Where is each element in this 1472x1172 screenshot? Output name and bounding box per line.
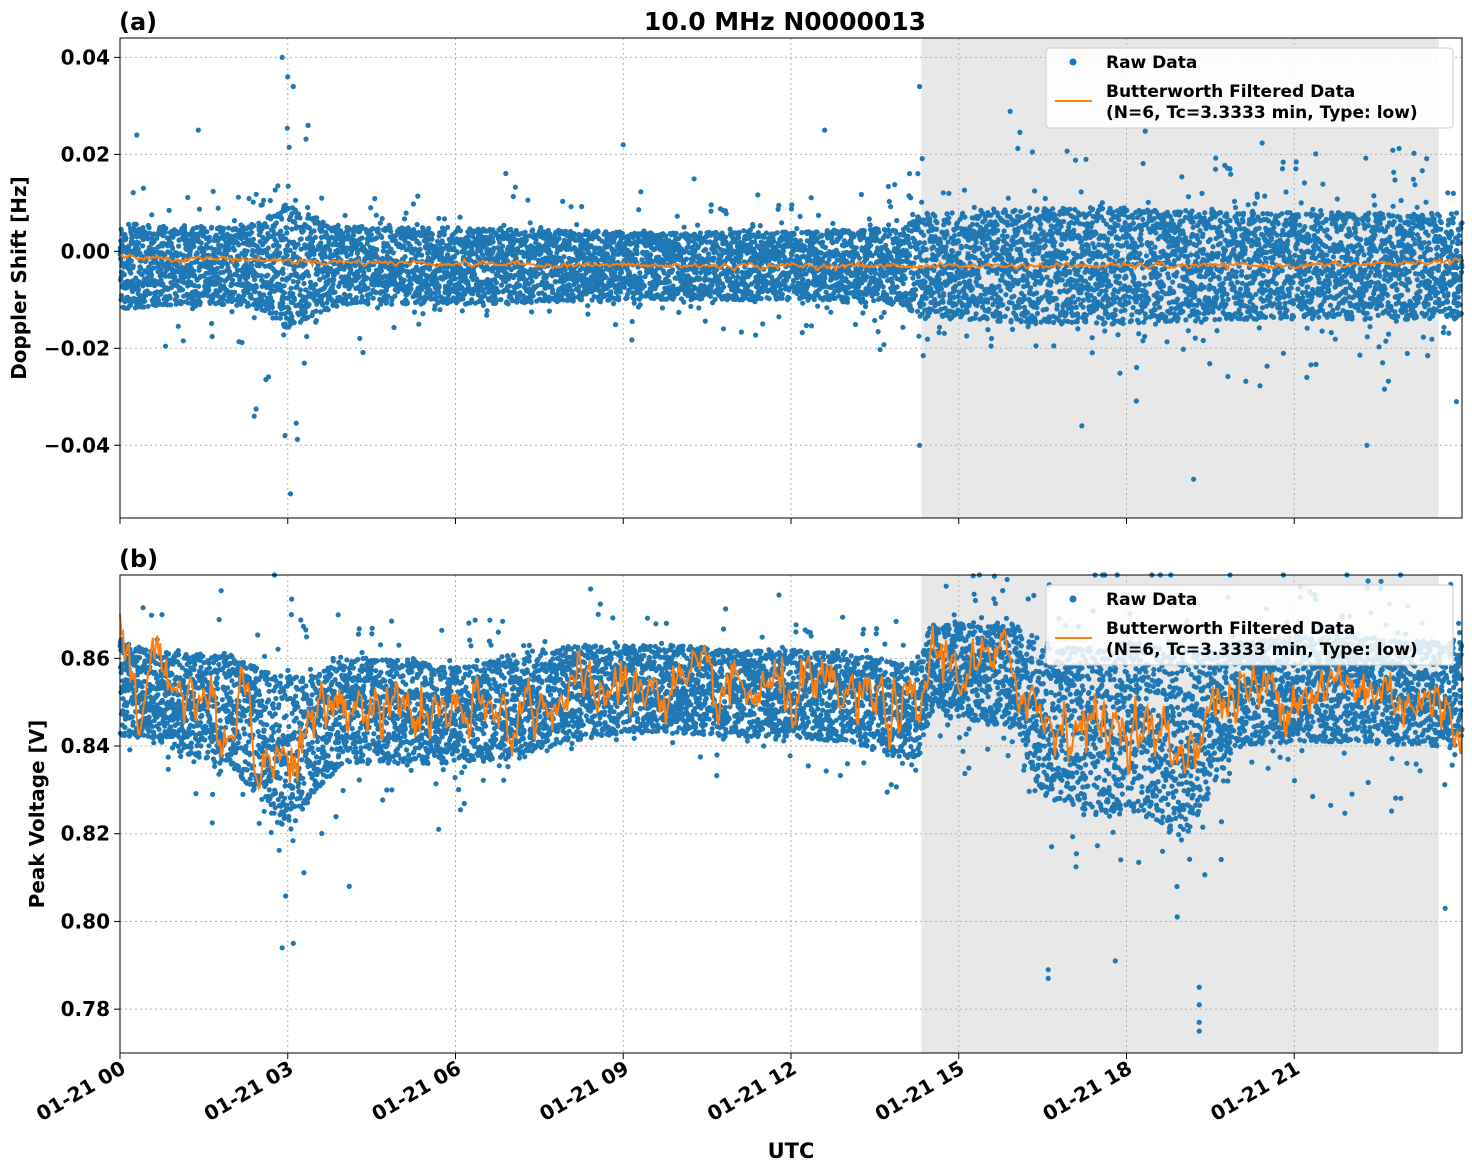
- y-tick-label: 0.82: [61, 822, 110, 846]
- x-tick-label: 01-21 00: [32, 1056, 130, 1126]
- panel-b-filtered-line: [119, 613, 1463, 791]
- panel-a-legend-box: [1045, 47, 1454, 129]
- legend-label-line: Butterworth Filtered Data: [1106, 82, 1355, 102]
- panel-b-legend-raw-marker: [1069, 595, 1077, 603]
- x-axis-label: UTC: [768, 1139, 815, 1163]
- panel-a-label: (a): [119, 8, 157, 36]
- y-tick-label: 0.80: [61, 909, 110, 933]
- y-tick-label: −0.02: [44, 336, 110, 360]
- raw-data-points: [117, 54, 1465, 497]
- panel-b: 0.860.840.820.800.78 01-21 00 01-21 03 01-…: [25, 545, 1465, 1163]
- y-tick-label: 0.84: [61, 734, 110, 758]
- chart-title: 10.0 MHz N0000013: [644, 7, 926, 36]
- panel-a-y-ticks: 0.04 0.02 0.00 −0.02 −0.04: [44, 45, 120, 457]
- panel-a-legend-raw-label: Raw Data: [1106, 53, 1197, 73]
- panel-b-legend-filtered-label: Butterworth Filtered Data (N=6, Tc=3.3333…: [1106, 619, 1418, 660]
- panel-b-legend-raw-label: Raw Data: [1106, 590, 1197, 610]
- x-tick-label: 01-21 06: [367, 1056, 465, 1126]
- x-tick-label: 01-21 12: [703, 1056, 801, 1126]
- panel-b-raw-data-points: [117, 572, 1465, 1034]
- panel-b-legend-box: [1045, 584, 1454, 666]
- panel-a-filtered-line: [119, 253, 1463, 273]
- raw-data-points: [117, 572, 1465, 1034]
- x-tick-label: 01-21 18: [1038, 1056, 1136, 1126]
- panel-a: 0.04 0.02 0.00 −0.02 −0.04 (a) 10.0 MHz N000…: [7, 7, 1465, 524]
- y-tick-label: 0.04: [61, 45, 110, 69]
- y-tick-label: 0.86: [61, 646, 110, 670]
- panel-a-legend-raw-marker: [1069, 58, 1077, 66]
- panel-a-legend-filtered-label: Butterworth Filtered Data (N=6, Tc=3.3333…: [1106, 82, 1418, 123]
- x-tick-label: 01-21 21: [1206, 1056, 1304, 1126]
- panel-a-legend: Raw Data Butterworth Filtered Data (N=6, …: [1045, 47, 1454, 129]
- y-tick-label: −0.04: [44, 433, 110, 457]
- panel-b-y-ticks: 0.86 0.84 0.82 0.80 0.78: [61, 646, 120, 1021]
- x-tick-label: 01-21 09: [535, 1056, 633, 1126]
- x-tick-label: 01-21 15: [871, 1056, 969, 1126]
- panel-b-legend: Raw Data Butterworth Filtered Data (N=6, …: [1045, 584, 1454, 666]
- legend-label-line: (N=6, Tc=3.3333 min, Type: low): [1106, 103, 1418, 123]
- panel-b-x-ticks: 01-21 00 01-21 03 01-21 06 01-21 09 01-21 12…: [32, 1053, 1304, 1126]
- panel-a-x-ticks: [119, 518, 1295, 524]
- legend-label-line: (N=6, Tc=3.3333 min, Type: low): [1106, 640, 1418, 660]
- panel-a-raw-data-points: [117, 54, 1465, 497]
- legend-label-line: Butterworth Filtered Data: [1106, 619, 1355, 639]
- panel-a-y-axis-label: Doppler Shift [Hz]: [7, 176, 31, 380]
- panel-b-y-axis-label: Peak Voltage [V]: [25, 720, 49, 909]
- panel-b-label: (b): [119, 545, 158, 573]
- y-tick-label: 0.00: [61, 239, 110, 263]
- y-tick-label: 0.02: [61, 142, 110, 166]
- y-tick-label: 0.78: [61, 997, 110, 1021]
- x-tick-label: 01-21 03: [200, 1056, 298, 1126]
